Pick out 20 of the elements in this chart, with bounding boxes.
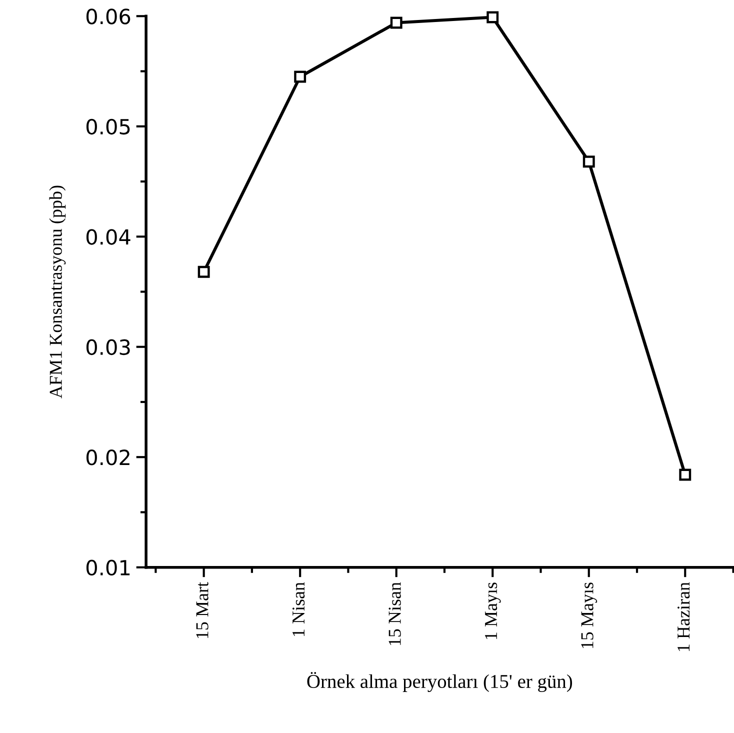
x-tick-label: 15 Nisan xyxy=(388,582,401,646)
point xyxy=(390,16,402,29)
x-tick-label: 15 Mart xyxy=(196,582,208,638)
point xyxy=(198,266,210,278)
x-tick-label: 1 Mayıs xyxy=(484,582,501,640)
y-tick-label: 0.02 xyxy=(86,450,130,466)
y-tick-label: 0.03 xyxy=(86,339,130,356)
point xyxy=(486,11,499,24)
y-tick-label: 0.06 xyxy=(86,8,130,24)
x-axis-title: Örnek alma peryotları (15' er gün) xyxy=(307,672,572,692)
y-tick-label: 0.01 xyxy=(86,560,130,576)
y-tick-label: 0.05 xyxy=(86,118,130,135)
y-axis-title: AFM1 Konsantrasyonu (ppb) xyxy=(49,186,66,398)
x-tick-label: 15 Mayıs xyxy=(581,582,598,648)
x-tick-label: 1 Nisan xyxy=(292,582,305,636)
point xyxy=(679,468,692,481)
y-tick-label: 0.04 xyxy=(86,229,130,245)
x-tick-label: 1 Haziran xyxy=(678,582,690,652)
point xyxy=(582,156,595,168)
point xyxy=(294,70,306,83)
